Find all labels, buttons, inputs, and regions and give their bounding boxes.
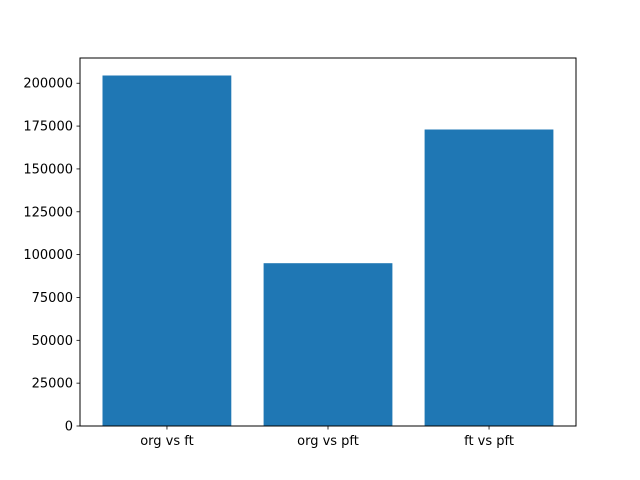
- y-tick-label-4: 100000: [23, 248, 73, 263]
- y-tick-label-7: 175000: [23, 120, 73, 135]
- bar-0: [102, 75, 232, 426]
- y-tick-label-1: 25000: [32, 377, 73, 392]
- x-tick-label-0: org vs ft: [140, 434, 194, 449]
- x-tick-label-1: org vs pft: [297, 434, 359, 449]
- axes-spines: [79, 57, 577, 427]
- bar-2: [424, 129, 554, 426]
- y-tick-label-3: 75000: [32, 291, 73, 306]
- y-tick-label-6: 150000: [23, 162, 73, 177]
- y-tick-label-0: 0: [65, 420, 73, 435]
- bar-1: [263, 263, 393, 426]
- y-tick-label-2: 50000: [32, 334, 73, 349]
- y-tick-label-5: 125000: [23, 205, 73, 220]
- x-tick-label-2: ft vs pft: [464, 434, 514, 449]
- y-tick-label-8: 200000: [23, 77, 73, 92]
